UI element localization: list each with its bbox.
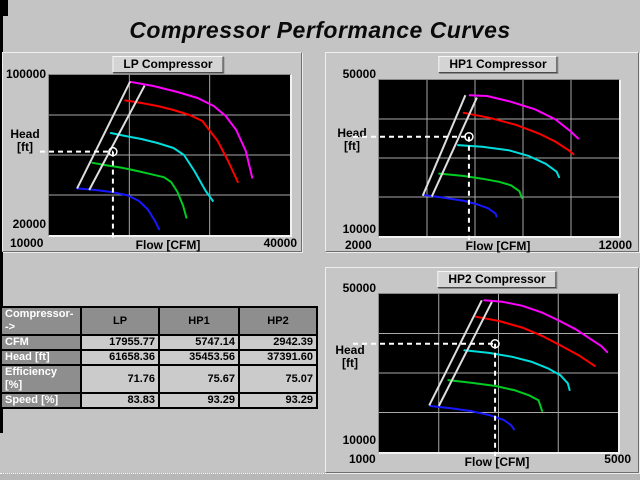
lp-ymax-tick: 100000 [5,67,46,81]
speed-hp1-value: 93.29 [158,392,240,409]
table-row-efficiency: Efficiency [%] 71.76 75.67 75.07 [0,364,318,394]
efficiency-hp2-value: 75.07 [238,364,318,394]
table-header-lp: LP [80,306,160,336]
lp-xmax-tick: 40000 [263,236,297,250]
lp-chart-title-button[interactable]: LP Compressor [112,56,224,73]
row-label-efficiency: Efficiency [%] [0,364,82,394]
head-hp1-value: 35453.56 [158,349,240,366]
hp1-yaxis-label: Head [ft] [337,126,367,153]
speed-lp-value: 83.83 [80,392,160,409]
table-row-cfm: CFM 17955.77 5747.14 2942.39 [0,334,318,351]
efficiency-lp-value: 71.76 [80,364,160,394]
cfm-lp-value: 17955.77 [80,334,160,351]
lp-chart-plot [40,75,290,239]
head-hp2-value: 37391.60 [238,349,318,366]
left-edge-black-strip [0,0,3,433]
table-header-hp1: HP1 [158,306,240,336]
table-header-hp2: HP2 [238,306,318,336]
speed-hp2-value: 93.29 [238,392,318,409]
lp-compressor-panel: LP Compressor 100000 Head [ft] 20000 1000… [2,52,302,252]
top-left-black-block [0,0,8,16]
hp1-ymax-tick: 50000 [342,67,376,81]
table-row-speed: Speed [%] 83.83 93.29 93.29 [0,392,318,409]
table-row-head: Head [ft] 61658.36 35453.56 37391.60 [0,349,318,366]
hp2-ymax-tick: 50000 [342,281,376,295]
cfm-hp1-value: 5747.14 [158,334,240,351]
lp-plot-frame [40,74,292,239]
hp1-compressor-panel: HP1 Compressor 50000 Head [ft] 10000 2000… [325,52,639,253]
hp2-xmin-tick: 1000 [349,452,376,466]
operating-point-table: Compressor--> LP HP1 HP2 CFM 17955.77 57… [0,306,318,409]
row-label-head: Head [ft] [0,349,82,366]
lp-xmin-tick: 10000 [10,236,44,250]
hp2-compressor-panel: HP2 Compressor 50000 Head [ft] 10000 1000… [325,267,639,473]
lp-xaxis-label: Flow [CFM] [135,238,201,252]
page-title: Compressor Performance Curves [129,17,511,43]
hp2-chart-plot [353,294,618,456]
hp2-ymin-tick: 10000 [342,433,376,447]
hp2-plot-frame [353,293,620,456]
row-label-cfm: CFM [0,334,82,351]
head-lp-value: 61658.36 [80,349,160,366]
hp1-chart-plot [353,80,619,240]
hp2-yaxis-label: Head [ft] [335,343,365,370]
lp-ymin-tick: 20000 [12,217,46,231]
hp1-chart-title-button[interactable]: HP1 Compressor [438,56,558,73]
table-header-row: Compressor--> LP HP1 HP2 [0,306,318,336]
hp1-xmax-tick: 12000 [598,238,632,252]
hp1-ymin-tick: 10000 [342,222,376,236]
hp2-xaxis-label: Flow [CFM] [464,455,530,469]
hp1-plot-frame [353,79,621,240]
hp1-xmin-tick: 2000 [345,238,372,252]
cfm-hp2-value: 2942.39 [238,334,318,351]
hp2-chart-title-button[interactable]: HP2 Compressor [437,271,557,288]
table-header-compressor: Compressor--> [0,306,82,336]
bottom-separator-strip [0,473,640,480]
efficiency-hp1-value: 75.67 [158,364,240,394]
lp-yaxis-label: Head [ft] [10,127,40,154]
hp2-xmax-tick: 5000 [604,452,631,466]
row-label-speed: Speed [%] [0,392,82,409]
hp1-xaxis-label: Flow [CFM] [465,239,531,253]
